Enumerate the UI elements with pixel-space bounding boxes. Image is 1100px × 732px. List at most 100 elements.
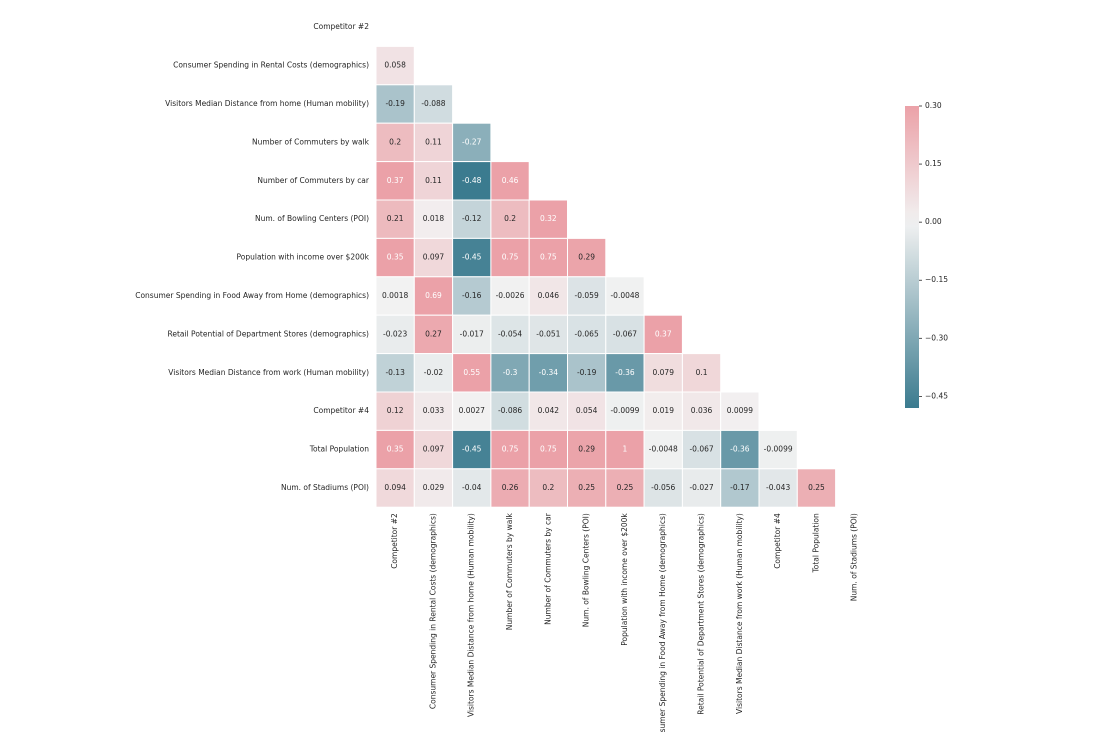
heatmap-cell xyxy=(567,237,607,278)
cell-label: 0.26 xyxy=(502,483,519,492)
cell-label: 0.033 xyxy=(423,406,445,415)
x-tick-label: Population with income over $200k xyxy=(620,513,629,646)
cell-label: -0.13 xyxy=(385,368,405,377)
cell-label: -0.086 xyxy=(498,406,522,415)
cell-label: 0.0018 xyxy=(382,291,408,300)
cell-label: -0.0099 xyxy=(764,445,793,454)
cell-label: -0.36 xyxy=(615,368,635,377)
cell-label: 0.079 xyxy=(653,368,675,377)
heatmap-cell xyxy=(490,199,530,239)
cell-label: 0.12 xyxy=(387,406,404,415)
heatmap-cell xyxy=(452,122,492,163)
y-tick-label: Competitor #2 xyxy=(313,22,369,31)
cell-label: -0.17 xyxy=(730,483,750,492)
heatmap-cell xyxy=(758,468,798,508)
colorbar-tick-label: −0.30 xyxy=(925,333,948,342)
cell-label: 0.2 xyxy=(504,214,516,223)
colorbar-tick-label: 0.15 xyxy=(925,159,942,168)
cell-label: -0.27 xyxy=(462,137,482,146)
y-tick-label: Visitors Median Distance from work (Huma… xyxy=(168,368,369,377)
x-tick-label: Number of Commuters by car xyxy=(543,512,552,625)
cell-label: -0.0099 xyxy=(610,406,639,415)
heatmap-cell xyxy=(567,276,607,316)
cell-label: 0.1 xyxy=(696,368,708,377)
heatmap-cell xyxy=(413,276,454,316)
cell-label: -0.0048 xyxy=(649,445,678,454)
cell-label: 0.0027 xyxy=(459,406,485,415)
x-tick-label: Total Population xyxy=(811,513,820,574)
heatmap-cell xyxy=(643,314,683,355)
cell-label: 0.29 xyxy=(578,445,595,454)
heatmap-cell xyxy=(375,353,415,393)
heatmap-cell xyxy=(375,237,415,278)
cell-label: 0.25 xyxy=(578,483,595,492)
colorbar-tick-label: −0.45 xyxy=(925,391,948,400)
cell-label: -0.054 xyxy=(498,329,522,338)
cell-label: -0.056 xyxy=(651,483,675,492)
heatmap-cell xyxy=(490,237,530,278)
x-tick-label: Number of Commuters by walk xyxy=(505,513,514,631)
heatmap-cell xyxy=(375,276,415,316)
colorbar xyxy=(905,106,919,408)
cell-label: 0.058 xyxy=(384,61,406,70)
heatmap-cell xyxy=(413,391,454,431)
heatmap-cell xyxy=(413,237,454,278)
heatmap-cell xyxy=(758,429,798,470)
heatmap-cell xyxy=(452,391,492,431)
heatmap-cell xyxy=(720,391,760,431)
heatmap-cell xyxy=(681,468,722,508)
cell-label: -0.45 xyxy=(462,445,482,454)
heatmap-cell xyxy=(681,391,722,431)
x-tick-label: Competitor #2 xyxy=(390,513,399,569)
y-tick-label: Retail Potential of Department Stores (d… xyxy=(167,329,369,338)
heatmap-cell xyxy=(605,276,645,316)
heatmap-cell xyxy=(528,237,569,278)
y-tick-label: Num. of Stadiums (POI) xyxy=(281,483,369,492)
x-tick-label: Num. of Bowling Centers (POI) xyxy=(582,513,591,627)
heatmap-cell xyxy=(413,199,454,239)
x-tick-label: Visitors Median Distance from work (Huma… xyxy=(735,513,744,714)
heatmap-cell xyxy=(490,468,530,508)
cell-label: -0.067 xyxy=(689,445,713,454)
heatmap-cell xyxy=(375,391,415,431)
cell-label: 0.75 xyxy=(502,445,519,454)
cell-label: -0.027 xyxy=(689,483,713,492)
cell-label: 0.0099 xyxy=(727,406,753,415)
y-tick-label: Consumer Spending in Food Away from Home… xyxy=(135,291,369,300)
cell-label: -0.067 xyxy=(613,329,637,338)
colorbar-tick-label: −0.15 xyxy=(925,275,948,284)
heatmap-cell xyxy=(490,353,530,393)
cell-label: -0.12 xyxy=(462,214,482,223)
heatmap-cell xyxy=(567,391,607,431)
heatmap-cell xyxy=(643,468,683,508)
heatmap-cell xyxy=(490,391,530,431)
heatmap-cell xyxy=(375,468,415,508)
y-tick-label: Population with income over $200k xyxy=(237,253,370,262)
cell-label: 0.036 xyxy=(691,406,713,415)
cell-label: 0.042 xyxy=(538,406,560,415)
cell-label: 0.69 xyxy=(425,291,442,300)
cell-label: 0.37 xyxy=(655,329,672,338)
y-tick-label: Consumer Spending in Rental Costs (demog… xyxy=(173,61,369,70)
y-tick-label: Visitors Median Distance from home (Huma… xyxy=(165,99,369,108)
cell-label: 0.29 xyxy=(578,253,595,262)
cell-label: -0.3 xyxy=(503,368,518,377)
heatmap-cell xyxy=(413,161,454,201)
cell-label: 0.35 xyxy=(387,445,404,454)
cell-label: -0.19 xyxy=(385,99,405,108)
cell-label: -0.051 xyxy=(536,329,560,338)
heatmap-cell xyxy=(528,391,569,431)
cell-label: 0.75 xyxy=(502,253,519,262)
heatmap-cell xyxy=(796,468,837,508)
cell-label: 0.054 xyxy=(576,406,598,415)
heatmap-cell xyxy=(720,468,760,508)
cell-label: 0.75 xyxy=(540,445,557,454)
cell-label: 0.55 xyxy=(463,368,480,377)
heatmap-cell xyxy=(605,468,645,508)
cell-label: 0.11 xyxy=(425,176,442,185)
x-tick-label: Visitors Median Distance from home (Huma… xyxy=(467,513,476,717)
x-tick-label: Competitor #4 xyxy=(773,513,782,569)
heatmap-cell xyxy=(567,353,607,393)
cell-label: 0.029 xyxy=(423,483,445,492)
cell-label: 0.27 xyxy=(425,329,442,338)
